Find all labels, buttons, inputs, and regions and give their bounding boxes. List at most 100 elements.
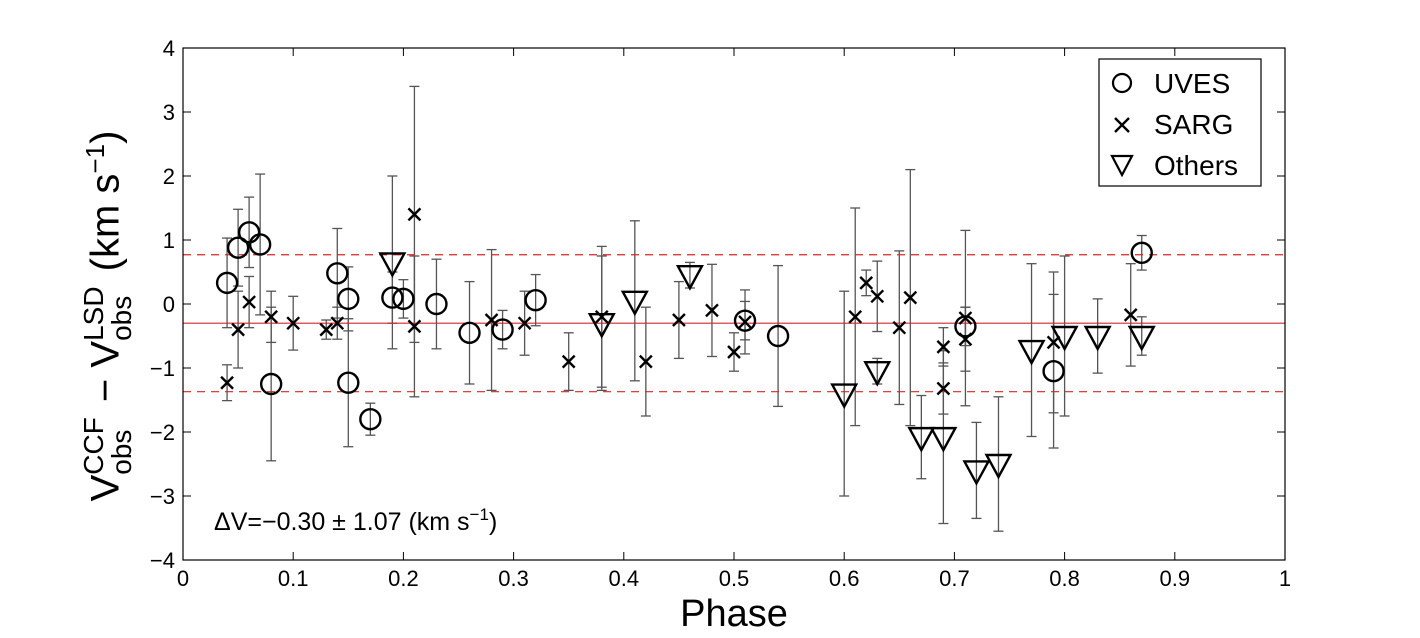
legend-uves-label: UVES xyxy=(1154,68,1230,99)
others-point xyxy=(929,426,958,453)
sarg-point xyxy=(407,319,422,334)
legend-others-label: Others xyxy=(1154,150,1238,181)
others-point xyxy=(675,265,704,291)
sarg-point xyxy=(561,354,576,369)
ylabel-v2-sup: LSD xyxy=(78,286,109,341)
others-point xyxy=(907,426,936,453)
ylabel-v2: V xyxy=(83,340,128,368)
sarg-point xyxy=(859,276,874,290)
uves-point xyxy=(359,408,382,431)
uves-point xyxy=(381,286,404,309)
y-tick-label: −1 xyxy=(150,356,175,381)
sarg-point xyxy=(231,322,245,337)
x-axis-title: Phase xyxy=(680,593,788,635)
y-tick-label: −3 xyxy=(150,484,175,509)
uves-point xyxy=(766,324,790,348)
x-tick-label: 0.3 xyxy=(498,566,529,591)
uves-point xyxy=(337,371,360,394)
uves-point xyxy=(458,321,481,344)
uves-point xyxy=(237,221,261,244)
uves-point xyxy=(392,287,415,311)
y-tick-label: 1 xyxy=(163,228,175,253)
ylabel-v1-sub: obs xyxy=(106,429,137,475)
uves-point xyxy=(226,236,250,259)
y-tick-label: 4 xyxy=(163,36,175,61)
sarg-point xyxy=(1123,308,1138,322)
x-tick-label: 0.7 xyxy=(939,566,970,591)
axis-ticks-layer: 0 0.1 0.2 0.3 0.4 0.5 0.6 0.7 0.8 0.9 1 −4 −3 −2 −1 0 1 2… xyxy=(150,36,1291,591)
ylabel-units-sup: −1 xyxy=(80,143,111,174)
sarg-point xyxy=(936,340,951,354)
uves-point xyxy=(425,292,448,316)
x-tick-label: 0.6 xyxy=(829,566,860,591)
y-tick-label: −2 xyxy=(150,420,175,445)
annotation-delta-v: ΔV=−0.30 ± 1.07 (km s−1) xyxy=(214,505,497,536)
y-tick-label: −4 xyxy=(150,548,175,573)
annotation-end: ) xyxy=(489,508,497,536)
others-point xyxy=(863,361,892,387)
ylabel-minus: − xyxy=(83,367,128,414)
sarg-point xyxy=(936,381,951,396)
x-tick-label: 0 xyxy=(177,566,189,591)
x-tick-label: 0.8 xyxy=(1049,566,1080,591)
others-point xyxy=(962,460,991,486)
sarg-point xyxy=(264,309,279,324)
x-tick-label: 0.9 xyxy=(1160,566,1191,591)
sarg-point xyxy=(672,313,686,327)
others-point xyxy=(587,313,616,339)
sarg-point xyxy=(484,313,499,327)
sarg-point xyxy=(848,309,863,324)
uves-point xyxy=(1042,360,1065,383)
annotation-text: ΔV=−0.30 ± 1.07 (km s xyxy=(214,508,470,536)
legend: UVES SARG Others xyxy=(1098,58,1262,187)
ylabel-units: (km s xyxy=(83,173,128,283)
sarg-point xyxy=(638,354,653,369)
ylabel-v1: V xyxy=(83,474,128,502)
sarg-point xyxy=(870,289,885,304)
x-tick-label: 1 xyxy=(1279,566,1291,591)
sarg-point xyxy=(705,303,719,318)
x-tick-label: 0.2 xyxy=(388,566,419,591)
y-tick-label: 0 xyxy=(163,292,175,317)
reference-lines-layer xyxy=(183,254,1285,393)
legend-others-marker xyxy=(1110,154,1134,178)
uves-point xyxy=(1130,241,1153,265)
sarg-point xyxy=(958,332,973,347)
others-point xyxy=(1127,325,1156,352)
sarg-point xyxy=(330,316,345,331)
sarg-point xyxy=(407,207,422,222)
others-point xyxy=(1083,325,1112,352)
legend-sarg-label: SARG xyxy=(1154,109,1233,140)
uves-point xyxy=(326,262,349,285)
others-point xyxy=(1017,339,1046,366)
ylabel-v1-sup: CCF xyxy=(78,417,109,475)
sarg-point xyxy=(958,311,973,325)
sarg-point xyxy=(727,345,741,359)
y-tick-label: 3 xyxy=(163,100,175,125)
others-point xyxy=(1050,325,1079,352)
sarg-point xyxy=(319,322,334,337)
sarg-point xyxy=(892,320,907,335)
sarg-point xyxy=(286,316,301,331)
legend-uves-marker xyxy=(1111,72,1133,94)
ylabel-v2-sub: obs xyxy=(106,295,137,341)
uves-point xyxy=(248,233,272,256)
others-point xyxy=(620,290,649,317)
uves-point xyxy=(337,287,360,311)
uves-point xyxy=(491,318,514,341)
sarg-point xyxy=(517,316,532,331)
sarg-point xyxy=(242,295,256,309)
annotation-sup: −1 xyxy=(470,505,489,524)
error-bars-layer xyxy=(222,85,1147,532)
others-point xyxy=(830,383,859,410)
uves-point xyxy=(215,271,239,295)
sarg-point xyxy=(903,290,918,305)
sarg-point xyxy=(220,375,234,390)
markers-layer xyxy=(215,207,1156,486)
others-point xyxy=(378,252,407,278)
ylabel-units-end: ) xyxy=(83,130,128,144)
sarg-point xyxy=(594,309,609,324)
others-point xyxy=(984,453,1013,480)
x-tick-label: 0.5 xyxy=(719,566,750,591)
